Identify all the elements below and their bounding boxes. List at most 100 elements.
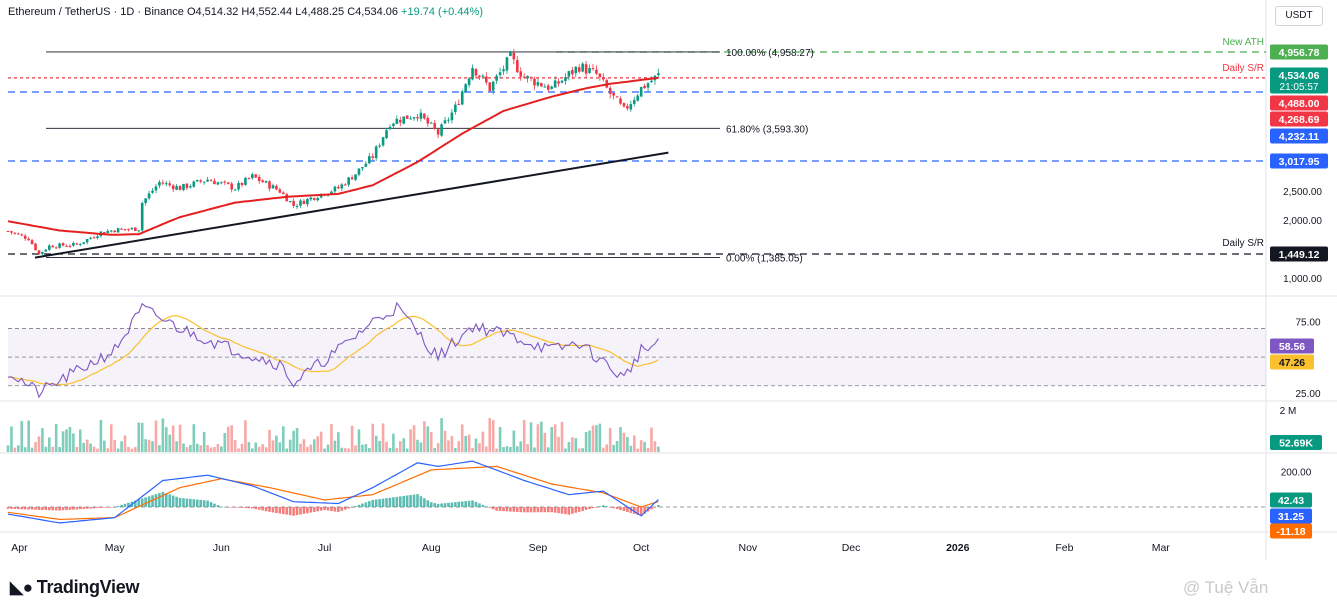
volume-bar bbox=[564, 448, 567, 452]
volume-value-label: 52.69K bbox=[1270, 435, 1322, 450]
annotation-new-ath: New ATH bbox=[1223, 37, 1265, 48]
volume-bar bbox=[646, 447, 650, 452]
tradingview-logo[interactable]: ◣● TradingView bbox=[10, 577, 139, 598]
macd-histogram-bar bbox=[333, 507, 337, 512]
macd-histogram-bar bbox=[247, 507, 251, 509]
candle bbox=[543, 83, 547, 88]
candle bbox=[574, 65, 578, 78]
candle bbox=[598, 73, 602, 81]
candle-body bbox=[350, 177, 354, 180]
candle bbox=[137, 230, 141, 233]
macd-histogram-bar bbox=[251, 507, 254, 509]
candle bbox=[226, 182, 230, 185]
candle bbox=[340, 183, 344, 192]
macd-histogram-bar bbox=[357, 504, 361, 508]
macd-histogram-bar bbox=[440, 503, 443, 508]
candle bbox=[646, 82, 650, 93]
candle-body bbox=[571, 70, 574, 75]
candle bbox=[608, 85, 612, 99]
candle-body bbox=[292, 200, 295, 206]
candle-body bbox=[409, 118, 412, 120]
time-tick: Apr bbox=[11, 542, 28, 554]
volume-bar bbox=[6, 445, 10, 452]
candle bbox=[474, 68, 478, 79]
macd-histogram-bar bbox=[409, 495, 412, 508]
volume-bar bbox=[151, 441, 154, 452]
candle-body bbox=[412, 117, 416, 119]
volume-bar bbox=[213, 446, 216, 452]
rsi-line bbox=[7, 301, 659, 399]
rsi-tick: 75.00 bbox=[1295, 317, 1320, 328]
macd-histogram-bar bbox=[285, 507, 289, 515]
macd-histogram-bar bbox=[78, 507, 82, 510]
volume-tick: 2 M bbox=[1280, 406, 1297, 417]
volume-bar bbox=[419, 442, 423, 452]
macd-histogram-bar bbox=[230, 507, 233, 508]
candle-body bbox=[244, 177, 247, 185]
volume-bar bbox=[302, 439, 306, 452]
currency-button[interactable]: USDT bbox=[1275, 6, 1323, 26]
candle-body bbox=[109, 230, 113, 232]
volume-bar bbox=[182, 443, 185, 452]
volume-bar bbox=[577, 448, 581, 452]
volume-bar bbox=[540, 421, 543, 452]
candle-body bbox=[443, 120, 447, 124]
volume-bar bbox=[240, 443, 244, 452]
volume-bar bbox=[271, 440, 275, 452]
candle-body bbox=[419, 112, 423, 119]
volume-bar bbox=[316, 436, 319, 452]
candle bbox=[457, 99, 461, 105]
candle bbox=[103, 231, 106, 234]
volume-bar bbox=[598, 423, 602, 452]
volume-bar bbox=[409, 429, 412, 452]
volume-bar bbox=[44, 446, 48, 452]
macd-histogram-bar bbox=[605, 506, 609, 508]
volume-bar bbox=[533, 447, 536, 452]
tradingview-icon: ◣● bbox=[10, 578, 33, 597]
volume-bar bbox=[34, 442, 37, 452]
macd-value-box bbox=[1270, 492, 1312, 508]
symbol-name[interactable]: Ethereum / TetherUS · 1D · Binance bbox=[8, 6, 184, 18]
volume-bar bbox=[130, 448, 134, 452]
price-label-box bbox=[1270, 246, 1328, 262]
volume-bar bbox=[650, 427, 653, 452]
volume-bar bbox=[433, 447, 436, 452]
volume-bar bbox=[41, 428, 44, 452]
volume-bar bbox=[361, 444, 364, 452]
candle-body bbox=[288, 201, 292, 203]
candle bbox=[237, 180, 240, 192]
candle-body bbox=[168, 183, 172, 186]
volume-value-text: 52.69K bbox=[1279, 438, 1313, 450]
volume-bar bbox=[440, 418, 443, 452]
candle bbox=[271, 183, 275, 189]
price-label: 1,449.12 bbox=[1270, 246, 1328, 262]
macd-histogram-bar bbox=[206, 500, 209, 508]
candle bbox=[454, 101, 457, 115]
candle bbox=[13, 232, 17, 235]
candle-body bbox=[574, 66, 578, 74]
macd-histogram-bar bbox=[540, 507, 543, 513]
macd-histogram-bar bbox=[312, 507, 316, 512]
candle-body bbox=[271, 185, 275, 189]
candle bbox=[161, 179, 165, 186]
macd-histogram-bar bbox=[51, 507, 55, 511]
candle bbox=[471, 64, 474, 81]
volume-bar bbox=[429, 432, 433, 452]
volume-bar bbox=[103, 440, 106, 452]
macd-histogram-bar bbox=[395, 496, 399, 508]
candle bbox=[478, 75, 481, 80]
macd-histogram-bar bbox=[584, 507, 588, 510]
candle bbox=[192, 180, 196, 188]
candle-body bbox=[478, 75, 481, 77]
macd-histogram-bar bbox=[302, 507, 306, 514]
macd-histogram-bar bbox=[557, 507, 560, 514]
volume-bar bbox=[443, 430, 447, 452]
volume-bar bbox=[10, 426, 13, 452]
candle-body bbox=[302, 200, 306, 205]
candle-body bbox=[151, 190, 154, 193]
candle-body bbox=[230, 183, 233, 190]
macd-histogram-bar bbox=[615, 507, 619, 510]
volume-bar bbox=[639, 440, 643, 452]
candle-body bbox=[416, 117, 419, 119]
